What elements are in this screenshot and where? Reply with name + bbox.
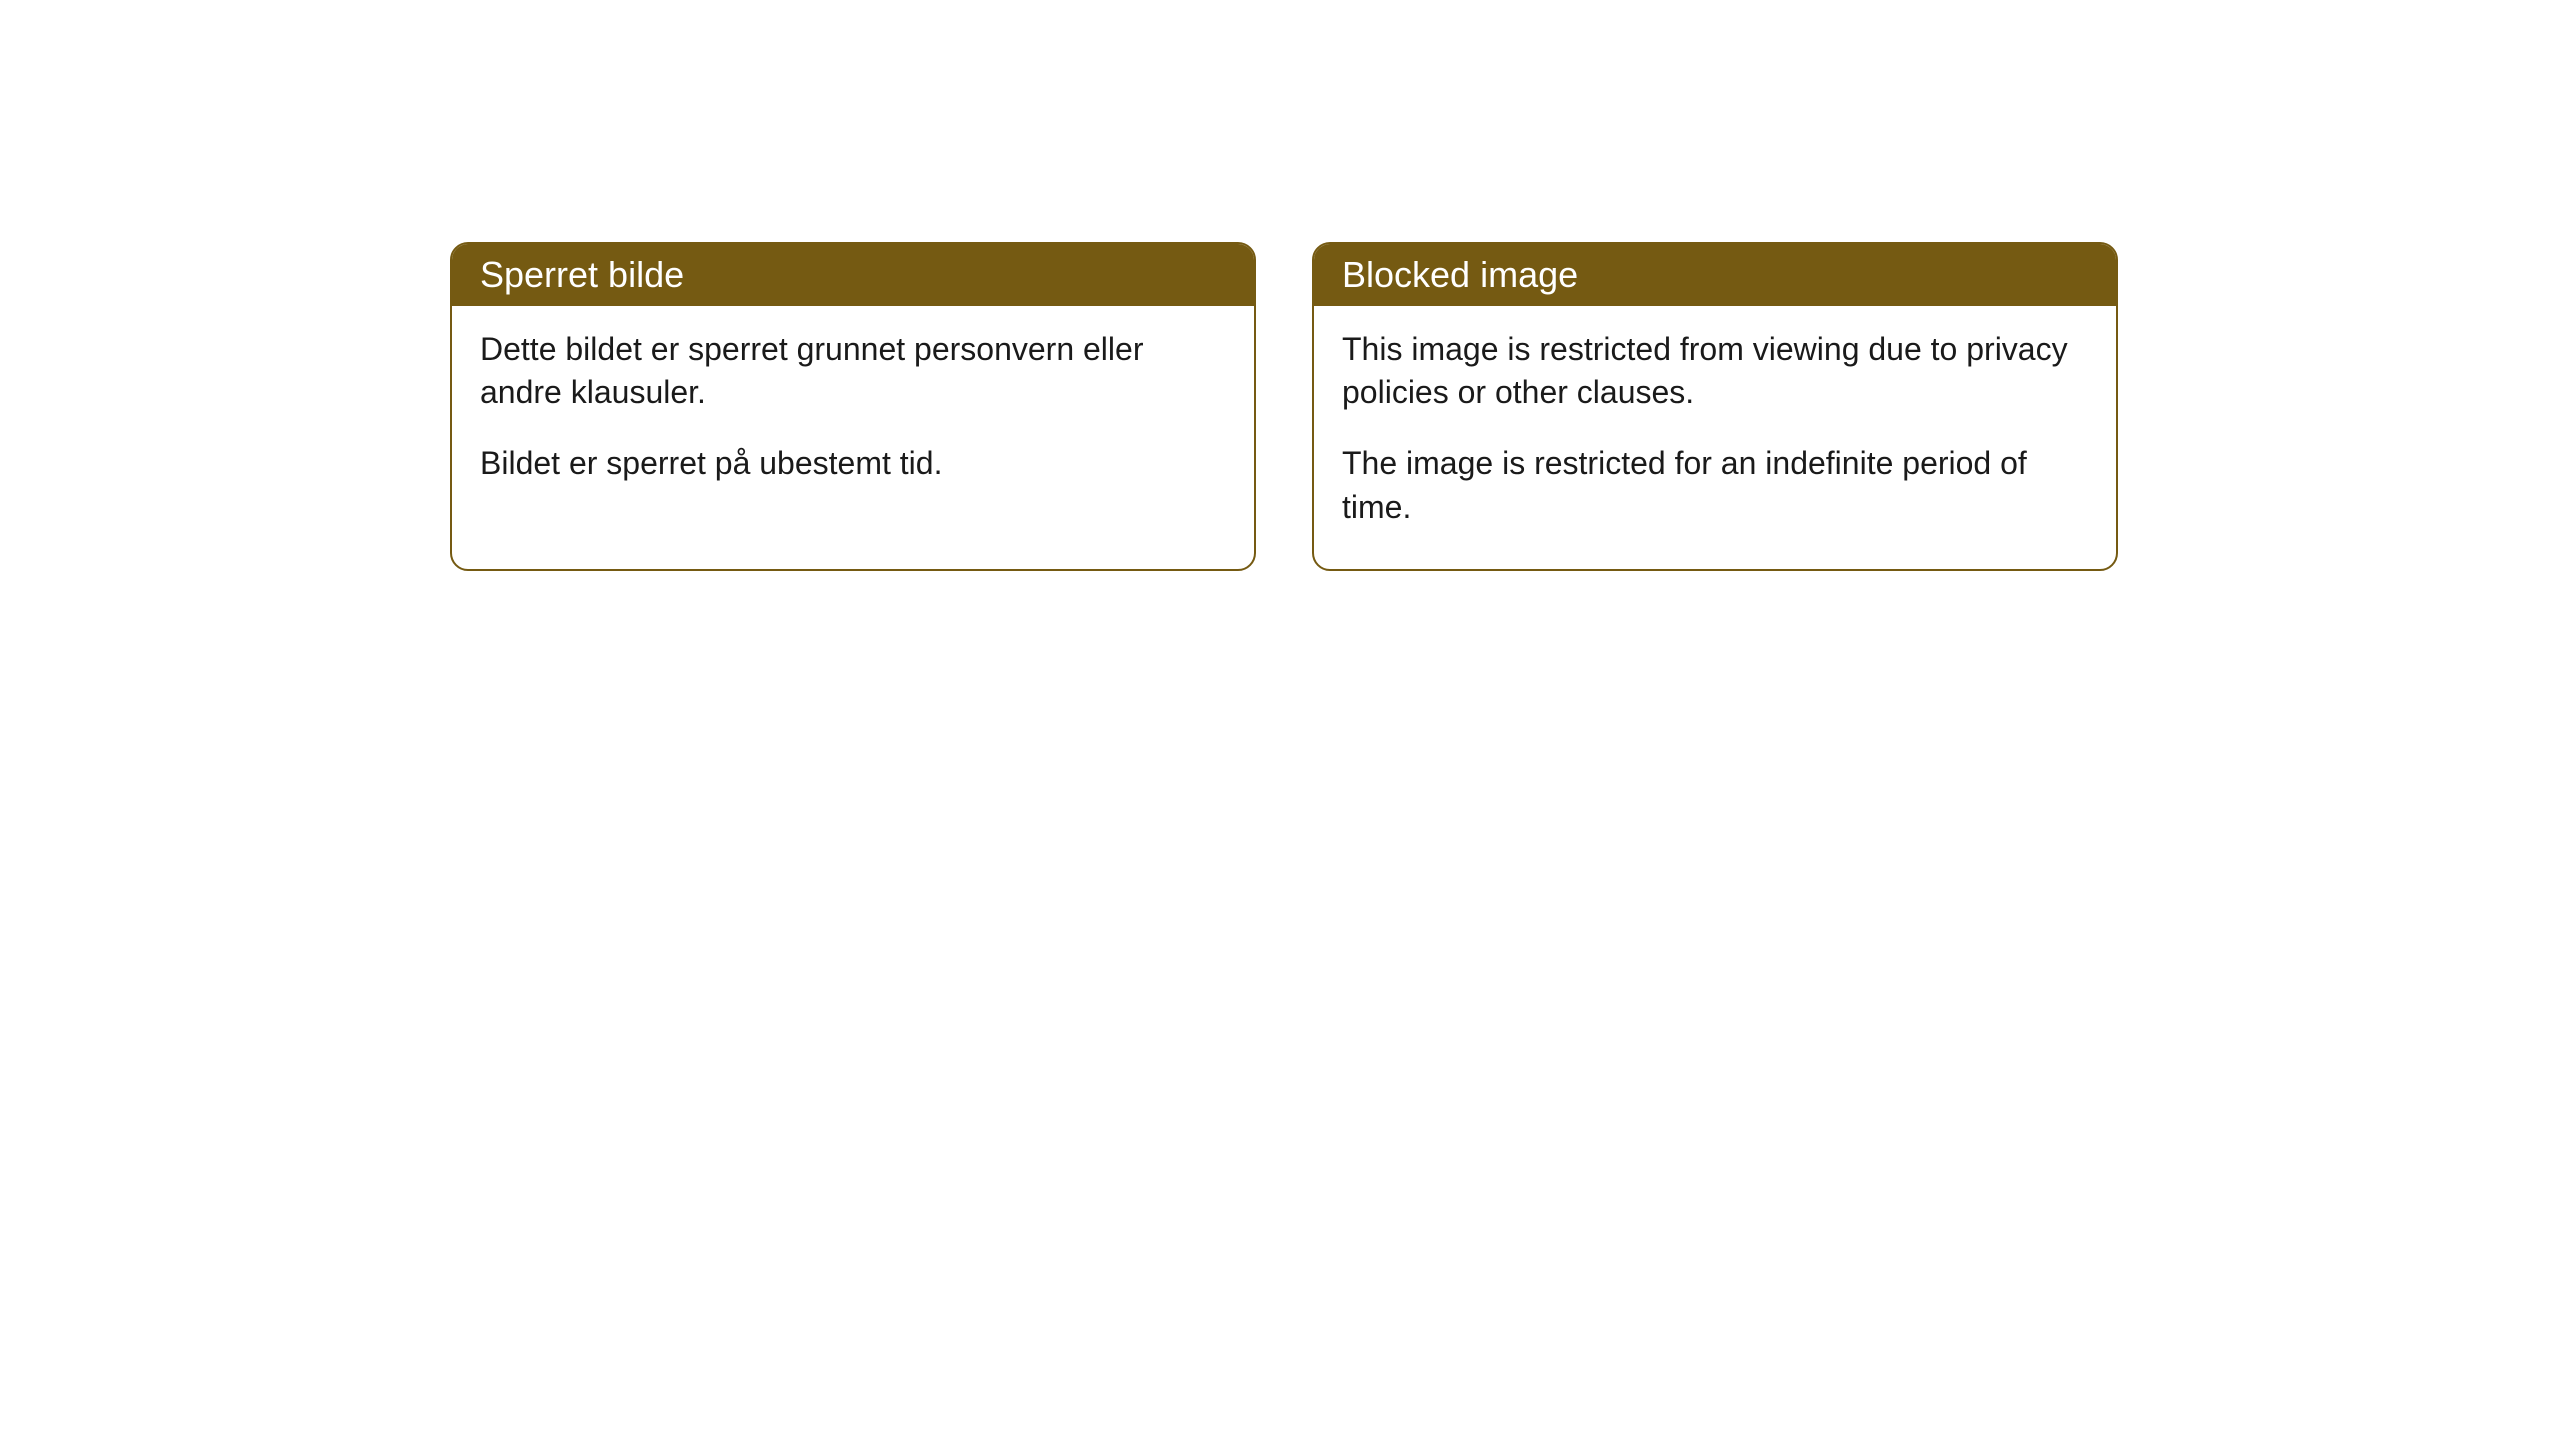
card-paragraph: Bildet er sperret på ubestemt tid. <box>480 442 1226 485</box>
card-header: Blocked image <box>1314 244 2116 306</box>
card-title: Sperret bilde <box>480 254 684 295</box>
card-body: This image is restricted from viewing du… <box>1314 306 2116 569</box>
card-paragraph: This image is restricted from viewing du… <box>1342 328 2088 414</box>
notice-card-english: Blocked image This image is restricted f… <box>1312 242 2118 571</box>
notice-card-norwegian: Sperret bilde Dette bildet er sperret gr… <box>450 242 1256 571</box>
card-header: Sperret bilde <box>452 244 1254 306</box>
card-body: Dette bildet er sperret grunnet personve… <box>452 306 1254 526</box>
card-title: Blocked image <box>1342 254 1578 295</box>
card-paragraph: The image is restricted for an indefinit… <box>1342 442 2088 528</box>
card-paragraph: Dette bildet er sperret grunnet personve… <box>480 328 1226 414</box>
notice-container: Sperret bilde Dette bildet er sperret gr… <box>450 242 2118 571</box>
